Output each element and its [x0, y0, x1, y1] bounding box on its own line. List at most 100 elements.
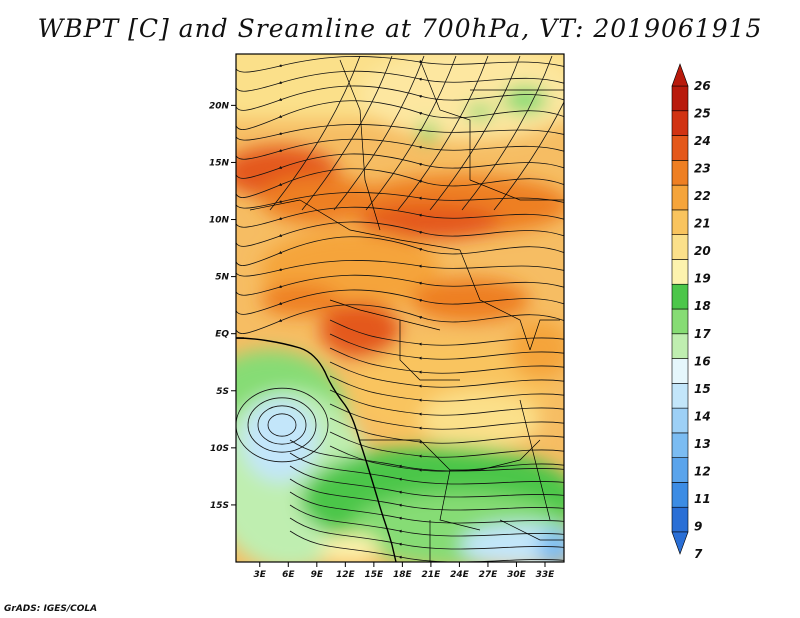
- streamlines: [236, 55, 564, 562]
- colorbar-max-arrow: [671, 63, 689, 87]
- colorbar-swatch: [671, 308, 689, 335]
- country-borders: [249, 59, 564, 562]
- colorbar-label: 25: [694, 107, 711, 121]
- streamline: [267, 413, 297, 437]
- colorbar-swatch: [671, 358, 689, 384]
- colorbar-swatch: [671, 506, 689, 533]
- streamline: [329, 445, 564, 472]
- lon-label: 15E: [365, 570, 385, 580]
- colorbar-swatch: [671, 234, 689, 260]
- colorbar-label: 9: [694, 519, 702, 533]
- colorbar-swatch: [671, 160, 689, 186]
- colorbar-swatch: [671, 184, 689, 211]
- lon-label: 33E: [536, 570, 556, 580]
- map-title: WBPT [C] and Sreamline at 700hPa, VT: 20…: [37, 14, 763, 43]
- colorbar-label: 23: [694, 162, 711, 176]
- colorbar-label: 20: [694, 244, 711, 258]
- streamline: [289, 491, 564, 524]
- colorbar-label: 13: [694, 437, 711, 451]
- streamline: [236, 236, 564, 266]
- colorbar-swatch: [671, 209, 689, 235]
- streamline: [236, 56, 564, 73]
- streamline: [236, 168, 564, 198]
- lon-label: 6E: [282, 570, 295, 580]
- colorbar-label: 19: [694, 272, 711, 286]
- streamline: [236, 100, 564, 130]
- lat-label: 15N: [209, 158, 230, 168]
- streamline: [236, 260, 564, 277]
- streamline: [289, 465, 564, 498]
- streamline: [289, 439, 564, 472]
- streamline: [236, 387, 329, 463]
- colorbar-swatch: [671, 283, 689, 310]
- lon-label: 9E: [311, 570, 324, 580]
- lat-label: 5N: [215, 273, 229, 283]
- colorbar-swatch: [671, 383, 689, 409]
- streamline: [301, 55, 393, 211]
- streamline: [236, 153, 564, 179]
- colorbar-swatch: [671, 85, 689, 112]
- streamline: [289, 530, 564, 562]
- colorbar-label: 15: [694, 382, 711, 396]
- streamline: [236, 70, 564, 92]
- colorbar-swatch: [671, 432, 689, 458]
- lon-label: 30E: [507, 570, 527, 580]
- map-frame: [235, 53, 565, 563]
- colorbar-label: 7: [694, 547, 703, 561]
- colorbar-label: 24: [694, 134, 711, 148]
- lon-label: 21E: [422, 570, 442, 580]
- streamline: [236, 138, 564, 160]
- colorbar-swatch: [671, 110, 689, 136]
- wbpt-field: [236, 54, 564, 562]
- colorbar-label: 26: [694, 79, 711, 93]
- streamline: [236, 289, 564, 315]
- lon-label: 18E: [393, 570, 413, 580]
- colorbar-swatch: [671, 457, 689, 483]
- streamline: [236, 274, 564, 296]
- streamline: [236, 124, 564, 141]
- streamline: [429, 55, 521, 211]
- streamline: [236, 206, 564, 228]
- colorbar-swatch: [671, 407, 689, 434]
- streamline: [329, 389, 564, 416]
- lon-label: 12E: [336, 570, 356, 580]
- streamline: [329, 375, 564, 402]
- streamline: [236, 221, 564, 247]
- colorbar-label: 17: [694, 327, 711, 341]
- lon-label: 27E: [479, 570, 499, 580]
- latitude-axis: 20N 15N 10N 5N EQ 5S 10S 15S: [209, 101, 236, 511]
- streamline: [329, 403, 564, 430]
- streamline: [329, 319, 564, 346]
- lat-label: 5S: [216, 387, 229, 397]
- colorbar-swatch: [671, 259, 689, 285]
- streamline: [493, 101, 564, 211]
- colorbar-swatch: [671, 482, 689, 508]
- streamline: [257, 405, 307, 445]
- lat-label: 10S: [210, 444, 229, 454]
- streamline: [397, 55, 489, 211]
- lat-label: 10N: [209, 216, 230, 226]
- colorbar-swatch: [671, 135, 689, 161]
- streamline: [365, 55, 457, 211]
- lon-label: 24E: [450, 570, 470, 580]
- colorbar-label: 22: [694, 189, 711, 203]
- colorbar-label: 14: [694, 409, 711, 423]
- grads-credit: GrADS: IGES/COLA: [4, 604, 98, 614]
- colorbar-label: 12: [694, 464, 711, 478]
- colorbar-label: 16: [694, 354, 711, 368]
- colorbar-label: 18: [694, 299, 711, 313]
- streamline: [236, 304, 564, 334]
- lon-label: 3E: [254, 570, 267, 580]
- colorbar-swatch: [671, 333, 689, 359]
- lat-label: 20N: [209, 101, 230, 111]
- colorbar-label: 21: [694, 217, 711, 231]
- streamline: [289, 478, 564, 511]
- streamline: [289, 452, 564, 485]
- streamline: [329, 361, 564, 388]
- colorbar-min-arrow: [671, 531, 689, 555]
- streamline: [461, 55, 553, 211]
- streamline: [236, 192, 564, 209]
- streamline: [329, 347, 564, 374]
